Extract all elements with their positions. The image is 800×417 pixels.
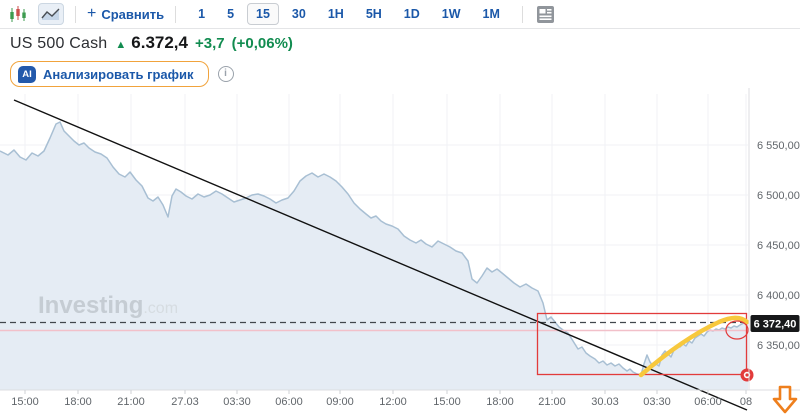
y-axis-label: 6 450,00: [757, 240, 800, 252]
y-axis-label: 6 400,00: [757, 290, 800, 302]
area-chart-icon[interactable]: [38, 3, 64, 25]
x-axis[interactable]: 15:00 18:00 21:00 27.03 03:30 06:00 09:00 12:00…: [11, 390, 752, 408]
x-axis-label: 12:00: [379, 396, 407, 408]
compare-button[interactable]: + Сравнить: [87, 6, 164, 22]
yellow-recovery-curve: [638, 315, 750, 378]
ai-row: AI Анализировать график i: [10, 61, 234, 87]
timeframe-30[interactable]: 30: [291, 7, 306, 21]
up-arrow-icon: ▲: [115, 39, 127, 51]
red-circle-annotation: [725, 320, 749, 340]
x-axis-label: 03:30: [643, 396, 671, 408]
x-axis-label: 18:00: [486, 396, 514, 408]
instrument-name: US 500 Cash: [10, 35, 108, 52]
x-axis-label: 27.03: [171, 396, 199, 408]
x-axis-label: 30.03: [591, 396, 619, 408]
y-axis[interactable]: 6 550,00 6 500,00 6 450,00 6 400,00 6 350,00: [757, 140, 800, 352]
toolbar-divider: [175, 5, 177, 23]
x-axis-label: 15:00: [433, 396, 461, 408]
current-price-badge: 6 372,40: [750, 315, 800, 332]
compare-label: Сравнить: [101, 6, 165, 22]
price-area-fill: [0, 122, 748, 390]
instrument-header: US 500 Cash ▲ 6.372,4 +3,7 (+0,06%): [10, 33, 293, 53]
timeframe-5[interactable]: 5: [227, 7, 235, 21]
timeframe-group: 1 5 15 30 1H 5H 1D 1W 1M: [187, 3, 511, 25]
x-axis-label: 21:00: [538, 396, 566, 408]
x-axis-label: 21:00: [117, 396, 145, 408]
descending-trendline[interactable]: [13, 99, 748, 411]
timeframe-1d[interactable]: 1D: [403, 7, 420, 21]
chart-toolbar: + Сравнить 1 5 15 30 1H 5H 1D 1W 1M: [0, 0, 800, 29]
candlestick-glyph: [10, 6, 26, 22]
toolbar-divider: [521, 5, 523, 23]
analyze-chart-label: Анализировать график: [43, 66, 194, 82]
timeframe-1w[interactable]: 1W: [441, 7, 461, 21]
current-price-badge-label: 6 372,40: [754, 319, 797, 331]
x-axis-label: 06:00: [275, 396, 303, 408]
analyze-chart-button[interactable]: AI Анализировать график: [10, 61, 209, 87]
x-axis-label: 03:30: [223, 396, 251, 408]
x-axis-label: 18:00: [64, 396, 92, 408]
x-axis-label: 09:00: [326, 396, 354, 408]
news-glyph: [536, 5, 554, 23]
timeframe-1[interactable]: 1: [198, 7, 206, 21]
ai-badge-icon: AI: [18, 65, 36, 83]
y-axis-label: 6 350,00: [757, 340, 800, 352]
watermark: Investing.com: [38, 292, 178, 319]
price-change-percent: (+0,06%): [231, 35, 293, 52]
price-change: +3,7: [195, 35, 225, 52]
x-axis-label: 06:00: [694, 396, 722, 408]
timeframe-1m[interactable]: 1M: [482, 7, 500, 21]
news-panel-icon[interactable]: [536, 5, 555, 24]
y-axis-label: 6 500,00: [757, 190, 800, 202]
x-axis-label: 15:00: [11, 396, 39, 408]
info-icon[interactable]: i: [217, 66, 234, 82]
timeframe-1h[interactable]: 1H: [327, 7, 344, 21]
candlestick-chart-icon[interactable]: [8, 4, 28, 24]
last-price: 6.372,4: [131, 33, 188, 52]
x-axis-label: 08: [740, 396, 752, 408]
timeframe-5h[interactable]: 5H: [365, 7, 382, 21]
red-point-marker: [740, 368, 754, 382]
toolbar-divider: [75, 5, 76, 23]
plus-icon: +: [87, 5, 97, 22]
y-axis-label: 6 550,00: [757, 140, 800, 152]
orange-down-arrow-icon: [772, 385, 798, 414]
timeframe-15-selected[interactable]: 15: [247, 3, 279, 25]
area-chart-glyph: [41, 8, 60, 20]
